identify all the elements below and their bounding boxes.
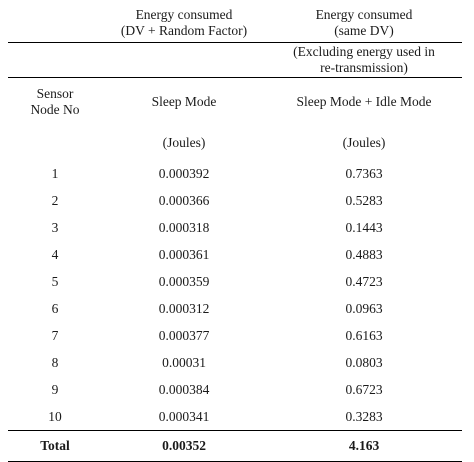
sleep-cell: 0.000312 [158,300,210,316]
table-row: 7 0.000377 0.6163 [8,322,462,349]
node-cell: 9 [51,381,59,397]
node-cell: 5 [51,273,59,289]
sleep-idle-cell: 0.4723 [345,273,383,289]
sleep-idle-cell: 0.0963 [345,300,383,316]
header-row-mode: Sensor Node No Sleep Mode Sleep Mode + I… [8,78,462,127]
header-energy-same-dv-line2: (same DV) [334,23,394,38]
table-row: 1 0.000392 0.7363 [8,160,462,187]
header-unit-sleep-idle: (Joules) [342,135,386,150]
node-cell: 10 [48,408,62,424]
sleep-cell: 0.000359 [158,273,210,289]
sleep-idle-cell: 0.6163 [345,327,383,343]
header-row-energy: Energy consumed (DV + Random Factor) Ene… [8,4,462,43]
sleep-cell: 0.000341 [158,408,210,424]
sleep-idle-cell: 0.6723 [345,381,383,397]
sleep-cell: 0.000377 [158,327,210,343]
header-energy-same-dv: Energy consumed (same DV) [266,4,462,43]
units-empty-cell [8,126,102,160]
header-sensor-node-line2: Node No [30,102,80,117]
node-cell: 6 [51,300,59,316]
header-sleep-idle-mode: Sleep Mode + Idle Mode [296,94,432,109]
header-exclusion-note: (Excluding energy used in re-transmissio… [266,42,462,78]
header-exclusion-note-line1: (Excluding energy used in [293,44,435,59]
sleep-idle-cell: 0.7363 [345,165,383,181]
header-empty-cell [8,4,102,43]
node-cell: 4 [51,246,59,262]
table-row: 9 0.000384 0.6723 [8,376,462,403]
table-row: 5 0.000359 0.4723 [8,268,462,295]
sleep-cell: 0.000318 [158,219,210,235]
note-empty-cell-2 [102,42,266,78]
table-row: 6 0.000312 0.0963 [8,295,462,322]
header-energy-same-dv-line1: Energy consumed [315,7,413,22]
header-exclusion-note-line2: re-transmission) [320,60,408,75]
header-row-units: (Joules) (Joules) [8,126,462,160]
sleep-idle-cell: 0.0803 [345,354,383,370]
sleep-idle-cell: 0.1443 [345,219,383,235]
table-row: 2 0.000366 0.5283 [8,187,462,214]
header-energy-dv-random-line1: Energy consumed [135,7,233,22]
header-energy-dv-random-line2: (DV + Random Factor) [120,23,248,38]
header-sensor-node-line1: Sensor [36,86,74,101]
sleep-idle-cell: 0.3283 [345,408,383,424]
node-cell: 7 [51,327,59,343]
sleep-cell: 0.00031 [162,354,206,370]
header-unit-sleep: (Joules) [162,135,206,150]
table-row: 4 0.000361 0.4883 [8,241,462,268]
table-row: 10 0.000341 0.3283 [8,403,462,431]
sleep-idle-cell: 0.5283 [345,192,383,208]
sleep-cell: 0.000392 [158,165,210,181]
header-sleep-mode: Sleep Mode [151,94,217,109]
header-row-note: (Excluding energy used in re-transmissio… [8,42,462,78]
node-cell: 8 [51,354,59,370]
header-sensor-node: Sensor Node No [8,78,102,127]
node-cell: 1 [51,165,59,181]
sleep-cell: 0.000366 [158,192,210,208]
node-cell: 2 [51,192,59,208]
table-row: 3 0.000318 0.1443 [8,214,462,241]
note-empty-cell-1 [8,42,102,78]
node-cell: 3 [51,219,59,235]
sleep-cell: 0.000361 [158,246,210,262]
header-energy-dv-random: Energy consumed (DV + Random Factor) [102,4,266,43]
sleep-idle-cell: 0.4883 [345,246,383,262]
table-row: 8 0.00031 0.0803 [8,349,462,376]
sleep-cell: 0.000384 [158,381,210,397]
energy-table: Energy consumed (DV + Random Factor) Ene… [8,4,462,462]
